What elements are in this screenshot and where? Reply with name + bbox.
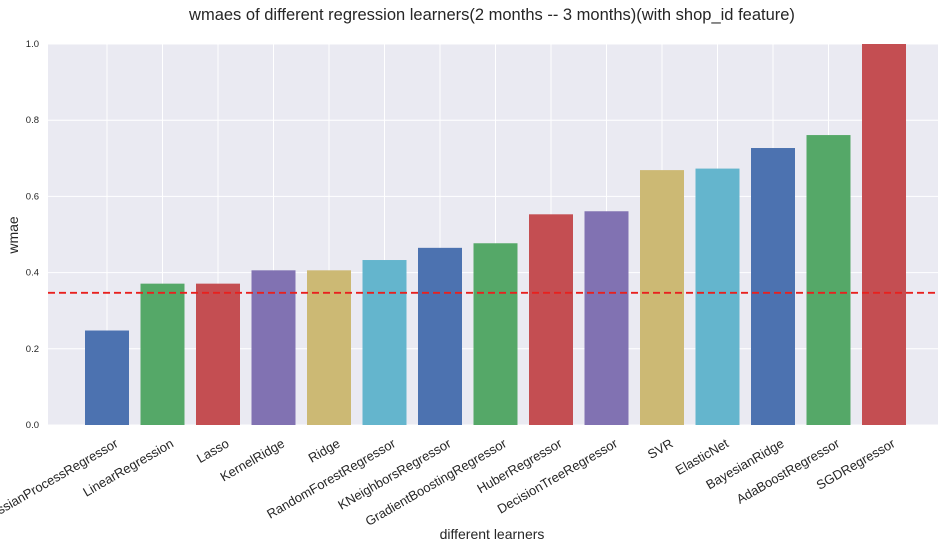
- bar: [473, 243, 518, 425]
- y-axis-label: wmae: [5, 216, 21, 255]
- y-axis-ticks: 0.0 0.2 0.4 0.6 0.8 1.0: [26, 39, 39, 431]
- y-tick-label: 0.2: [26, 344, 39, 355]
- bar: [140, 283, 185, 425]
- bar: [362, 260, 407, 425]
- bar: [251, 270, 296, 425]
- y-tick-label: 0.6: [26, 191, 39, 202]
- bar: [529, 214, 573, 425]
- y-tick-label: 0.8: [26, 115, 39, 126]
- bar: [806, 135, 851, 425]
- bar: [751, 148, 795, 425]
- bars: [85, 44, 906, 425]
- x-tick-label: Lasso: [194, 436, 232, 466]
- bar: [307, 270, 351, 425]
- bar: [584, 211, 629, 425]
- bar: [640, 170, 684, 425]
- x-axis-ticks: GaussianProcessRegressorLinearRegression…: [0, 435, 898, 529]
- x-axis-label: different learners: [440, 526, 545, 542]
- bar: [85, 330, 129, 425]
- y-tick-label: 0.4: [26, 268, 39, 279]
- bar: [695, 168, 740, 425]
- bar: [418, 247, 462, 425]
- y-tick-label: 0.0: [26, 420, 39, 431]
- bar: [862, 44, 906, 425]
- bar: [196, 283, 240, 425]
- x-tick-label: Ridge: [306, 436, 343, 466]
- x-tick-label: AdaBoostRegressor: [734, 435, 843, 506]
- y-tick-label: 1.0: [26, 39, 39, 50]
- chart-title: wmaes of different regression learners(2…: [188, 6, 795, 24]
- x-tick-label: SVR: [645, 436, 676, 462]
